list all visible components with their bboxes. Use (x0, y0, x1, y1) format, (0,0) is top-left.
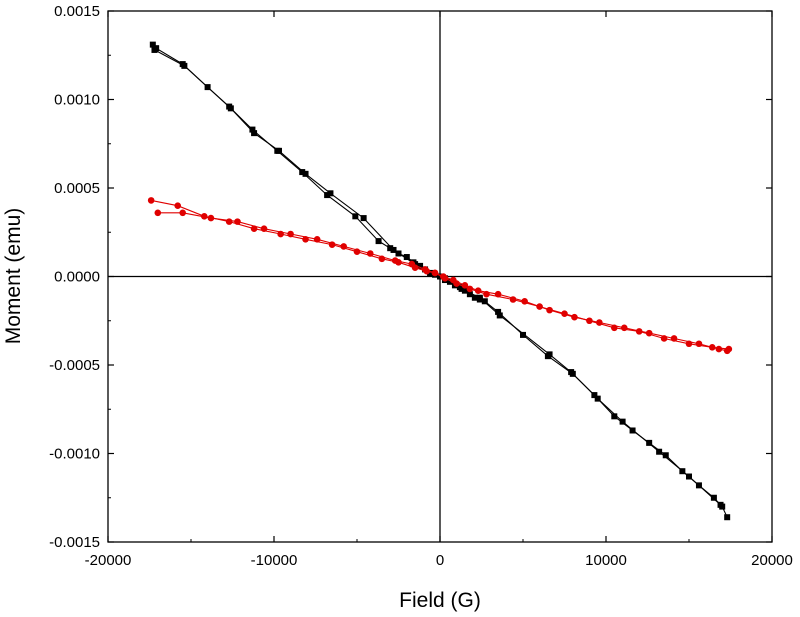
data-point-circle (147, 197, 155, 204)
data-point-square (387, 245, 394, 252)
x-axis-title: Field (G) (399, 589, 481, 612)
data-point-square (656, 448, 663, 455)
data-point-square (227, 105, 234, 112)
data-point-square (149, 41, 156, 48)
data-point-square (724, 514, 731, 521)
data-point-circle (685, 340, 693, 348)
series-3 (154, 209, 733, 353)
data-point-circle (453, 280, 460, 287)
data-point-square (327, 190, 334, 197)
data-point-square (619, 418, 626, 425)
data-point-square (403, 254, 410, 261)
data-point-square (375, 238, 382, 245)
data-point-circle (725, 345, 733, 353)
data-point-square (594, 395, 601, 402)
series-line (154, 49, 721, 506)
x-tick-label: -20000 (85, 552, 132, 569)
data-point-circle (635, 328, 643, 335)
data-point-circle (421, 266, 429, 273)
data-point-circle (586, 317, 593, 325)
y-tick-label: 0.0015 (54, 3, 100, 20)
data-point-circle (207, 214, 215, 222)
x-axis-ticks: -20000 -10000 0 10000 20000 (85, 11, 793, 569)
data-point-square (496, 312, 503, 319)
data-point-square (568, 369, 575, 376)
data-point-square (458, 285, 465, 292)
data-point-square (302, 170, 309, 177)
data-point-square (352, 213, 359, 220)
data-point-square (417, 262, 424, 269)
x-tick-label: 0 (436, 552, 444, 569)
data-point-circle (660, 335, 668, 342)
data-point-square (412, 261, 419, 268)
y-axis-title: Moment (emu) (2, 208, 25, 345)
data-point-circle (174, 202, 182, 209)
data-point-square (546, 351, 553, 358)
data-point-circle (408, 260, 416, 268)
data-point-square (662, 452, 669, 459)
data-point-circle (287, 230, 294, 238)
data-point-square (299, 169, 306, 176)
y-axis-ticks: 0.0015 0.0010 0.0005 0.0000 -0.0005 -0.0010 -0… (49, 3, 772, 551)
data-point-circle (179, 209, 186, 217)
y-tick-label: 0.0005 (54, 180, 100, 197)
data-point-square (275, 147, 282, 154)
data-point-square (717, 501, 724, 508)
y-tick-label: 0.0010 (54, 92, 100, 109)
data-point-square (710, 494, 717, 501)
data-point-circle (466, 285, 474, 293)
data-point-square (251, 130, 258, 137)
data-point-circle (708, 344, 716, 351)
data-point-square (471, 294, 478, 301)
y-tick-label: 0.0000 (54, 269, 100, 286)
data-point-square (249, 126, 256, 133)
data-point-circle (620, 324, 628, 332)
data-point-circle (483, 290, 490, 298)
data-point-circle (431, 269, 439, 277)
data-point-circle (225, 218, 233, 225)
data-point-circle (509, 296, 517, 303)
y-tick-label: -0.0005 (49, 357, 100, 374)
data-point-square (476, 294, 483, 301)
x-tick-label: 10000 (585, 552, 627, 569)
data-point-circle (366, 250, 374, 257)
data-point-circle (561, 310, 568, 317)
y-tick-label: -0.0015 (49, 534, 100, 551)
data-point-circle (391, 257, 399, 264)
data-point-circle (340, 243, 348, 250)
data-point-square (520, 331, 526, 338)
data-point-circle (313, 236, 321, 243)
data-point-square (324, 192, 331, 199)
data-point-circle (234, 218, 241, 225)
data-point-circle (611, 324, 618, 332)
series-1 (151, 46, 724, 508)
data-point-circle (154, 209, 162, 217)
data-point-square (428, 269, 435, 276)
data-point-square (466, 291, 473, 298)
x-tick-label: -10000 (251, 552, 298, 569)
data-point-square (390, 246, 397, 253)
y-tick-label: -0.0010 (49, 446, 100, 463)
data-point-circle (441, 274, 449, 282)
series-layer (147, 41, 733, 521)
data-point-square (181, 62, 188, 69)
data-point-square (495, 308, 502, 315)
data-point-circle (536, 303, 543, 310)
data-point-circle (260, 225, 268, 233)
data-point-square (151, 46, 158, 53)
x-tick-label: 20000 (751, 552, 793, 569)
data-point-circle (250, 225, 258, 233)
data-point-square (360, 215, 367, 222)
data-point-circle (715, 345, 723, 353)
data-point-square (481, 298, 488, 305)
data-point-square (611, 413, 618, 420)
data-point-square (686, 473, 692, 480)
